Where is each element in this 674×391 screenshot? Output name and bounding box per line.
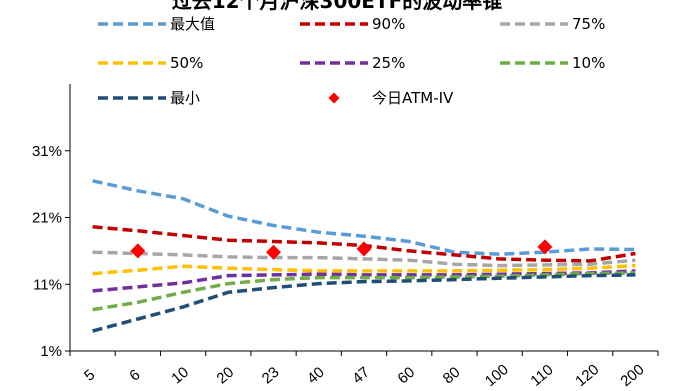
legend-swatch-atm xyxy=(328,92,340,104)
x-tick-label: 110 xyxy=(527,361,556,389)
series-layer xyxy=(92,179,636,333)
y-tick-label: 31% xyxy=(32,143,62,160)
legend-label-p90: 90% xyxy=(372,15,405,33)
legend-label-p25: 25% xyxy=(372,54,405,72)
x-tick-label: 40 xyxy=(304,364,328,388)
x-tick-label: 5 xyxy=(81,366,98,384)
marker-layer xyxy=(130,239,553,260)
legend-label-p50: 50% xyxy=(170,54,203,72)
legend-label-max: 最大值 xyxy=(170,15,215,33)
axes: 1% 11% 21% 31% 5 6 10 20 23 40 47 60 80 100 110 120 200 xyxy=(32,84,659,390)
atm-iv-point xyxy=(130,243,146,259)
x-tick-label: 20 xyxy=(214,364,238,388)
y-tick-label: 21% xyxy=(32,210,62,227)
x-tick-label: 100 xyxy=(482,361,512,390)
y-tick-label: 11% xyxy=(33,276,62,293)
legend-label-p10: 10% xyxy=(572,54,605,72)
x-tick-label: 120 xyxy=(572,361,602,390)
x-tick-label: 47 xyxy=(349,364,373,388)
series-line-p75 xyxy=(92,250,636,268)
x-tick-label: 80 xyxy=(440,364,464,388)
legend: 最大值 90% 75% 50% 25% 10% 最小 今日ATM-IV xyxy=(98,15,605,107)
legend-label-min: 最小 xyxy=(170,89,200,107)
legend-label-p75: 75% xyxy=(572,15,605,33)
series-line-p10 xyxy=(92,271,636,312)
atm-iv-point xyxy=(266,244,282,260)
atm-iv-point xyxy=(537,239,553,255)
atm-iv-point xyxy=(356,241,372,257)
series-line-max xyxy=(92,179,636,256)
x-tick-label: 200 xyxy=(617,361,647,390)
series-line-min xyxy=(92,273,636,333)
legend-label-atm: 今日ATM-IV xyxy=(372,89,454,107)
x-tick-label: 60 xyxy=(394,364,418,388)
x-tick-label: 10 xyxy=(168,364,192,388)
x-tick-label: 23 xyxy=(259,364,283,388)
chart-title: 过去12个月沪深300ETF的波动率锥 xyxy=(172,0,503,13)
series-line-p50 xyxy=(92,263,636,276)
x-tick-label: 6 xyxy=(126,366,143,384)
y-tick-label: 1% xyxy=(40,343,62,360)
